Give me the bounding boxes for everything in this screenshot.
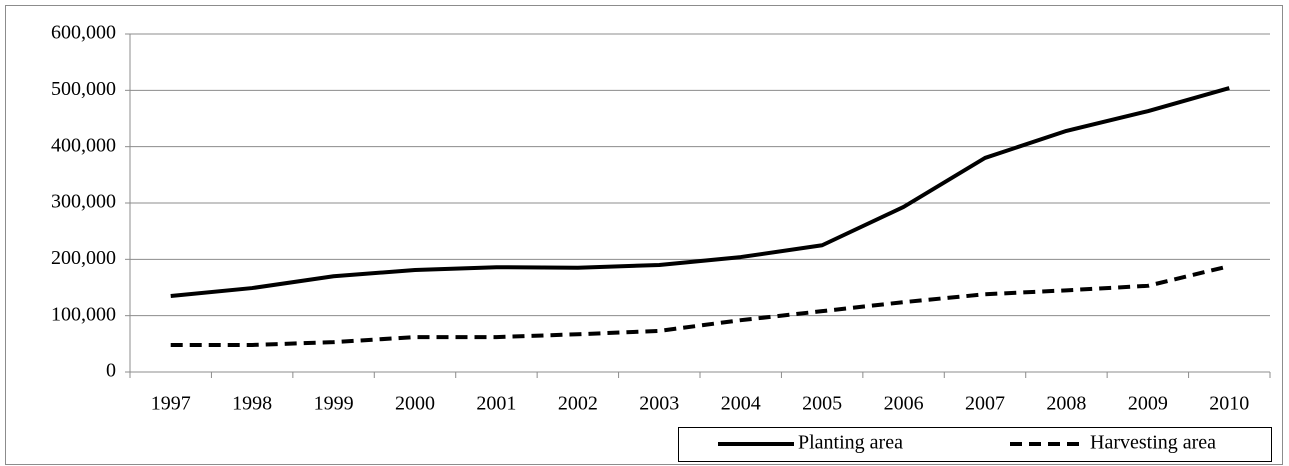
x-tick-label: 2010 xyxy=(1209,393,1249,415)
y-tick-label: 0 xyxy=(106,360,116,382)
series-line xyxy=(170,264,1230,347)
x-tick-label: 1998 xyxy=(232,393,272,415)
x-tick-label: 2004 xyxy=(721,393,761,415)
x-tick-label: 2009 xyxy=(1128,393,1168,415)
x-tick-label: 1999 xyxy=(314,393,354,415)
x-tick-label: 2000 xyxy=(395,393,435,415)
y-tick-label: 300,000 xyxy=(51,191,116,213)
x-tick-label: 2006 xyxy=(884,393,924,415)
x-tick-label: 2005 xyxy=(802,393,842,415)
y-tick-label: 200,000 xyxy=(51,247,116,269)
chart-border xyxy=(5,5,1283,465)
y-tick-label: 400,000 xyxy=(51,134,116,156)
y-tick-label: 500,000 xyxy=(51,78,116,100)
x-tick-label: 2008 xyxy=(1046,393,1086,415)
series-line xyxy=(170,86,1230,298)
legend-label: Harvesting area xyxy=(1090,432,1216,454)
y-tick-label: 600,000 xyxy=(51,22,116,44)
x-tick-label: 2002 xyxy=(558,393,598,415)
y-tick-label: 100,000 xyxy=(51,303,116,325)
legend-label: Planting area xyxy=(798,432,903,454)
x-tick-label: 2003 xyxy=(639,393,679,415)
x-tick-label: 1997 xyxy=(151,393,191,415)
x-tick-label: 2001 xyxy=(476,393,516,415)
x-tick-label: 2007 xyxy=(965,393,1005,415)
